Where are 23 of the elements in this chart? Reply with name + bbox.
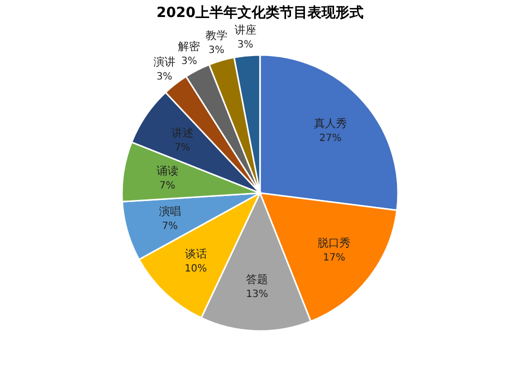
slice-label: 解密	[178, 40, 200, 54]
data-label: 17%	[323, 252, 346, 264]
data-label: 3%	[181, 56, 198, 68]
data-label: 3%	[237, 40, 254, 51]
slice-label: 诵读	[156, 164, 178, 178]
slice-label: 讲述	[171, 126, 194, 140]
slice-label: 真人秀	[314, 116, 347, 130]
slice-label: 谈话	[184, 247, 207, 260]
slice-label: 教学	[205, 29, 228, 42]
slice-label: 答题	[246, 272, 268, 286]
slice-label: 讲座	[234, 24, 256, 37]
slice-label: 脱口秀	[318, 236, 351, 250]
chart-title: 2020上半年文化类节目表现形式	[156, 4, 364, 21]
data-label: 13%	[246, 288, 268, 300]
data-label: 7%	[174, 142, 190, 154]
slice-label: 演讲	[153, 56, 176, 69]
slice-label: 演唱	[158, 205, 181, 218]
data-label: 10%	[184, 263, 207, 274]
data-label: 7%	[162, 221, 178, 232]
data-label: 7%	[159, 180, 176, 192]
data-label: 3%	[208, 45, 224, 56]
data-label: 27%	[319, 132, 342, 144]
data-label: 3%	[156, 72, 172, 83]
